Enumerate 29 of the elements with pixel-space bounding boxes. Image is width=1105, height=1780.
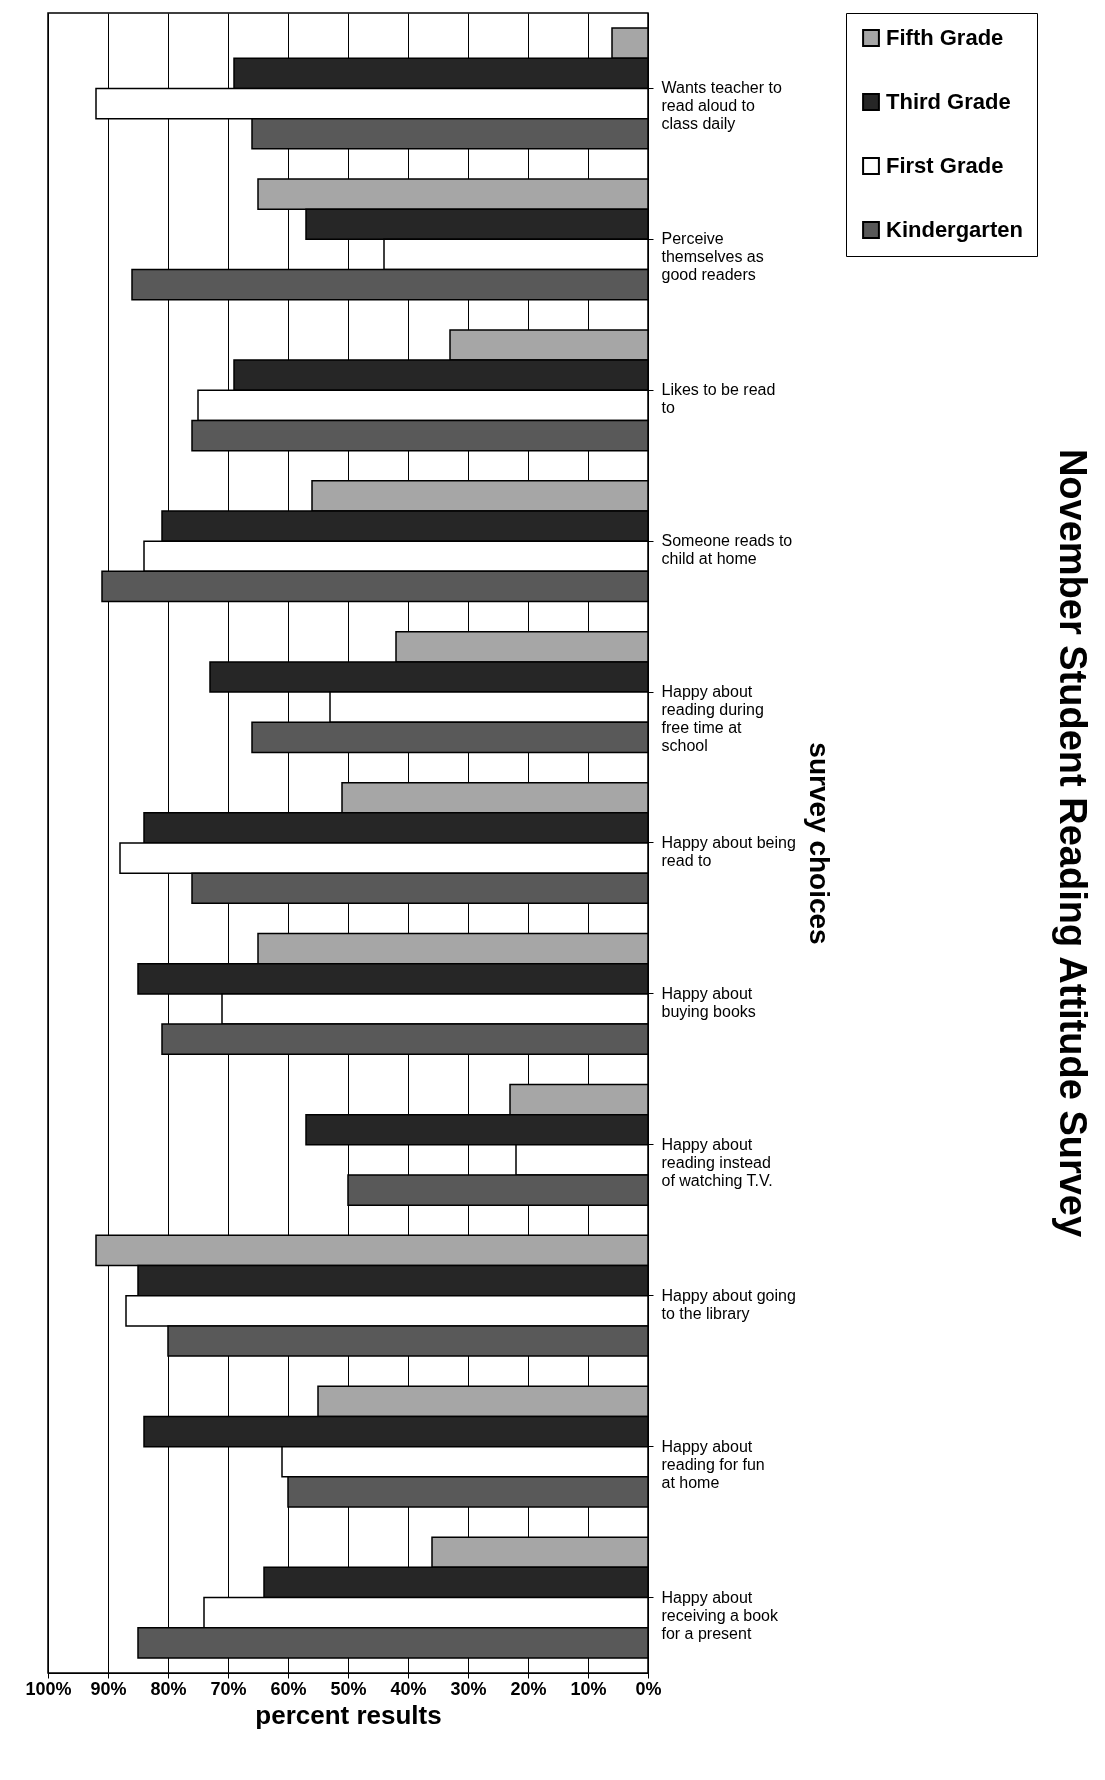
y-tick-label: Perceive themselves as good readers [661,230,764,284]
y-tick-label: Happy about reading instead of watching T.V. [661,1135,773,1189]
x-tick-label: 50% [330,1678,367,1699]
y-tick-label: Happy about reading for fun at home [661,1437,765,1491]
legend-label: Fifth Grade [886,25,1004,50]
y-tick-label: Happy about going to the library [661,1286,796,1322]
legend-label: Third Grade [886,89,1011,114]
x-tick-label: 70% [210,1678,247,1699]
x-tick-label: 100% [25,1678,72,1699]
x-tick-label: 90% [90,1678,127,1699]
x-tick-label: 60% [270,1678,307,1699]
y-tick-label: Likes to be read to [661,381,776,417]
x-tick-label: 80% [150,1678,187,1699]
legend-label: Kindergarten [886,217,1023,242]
x-axis-title: percent results [255,1699,442,1730]
y-tick-label: Happy about reading during free time at school [661,683,764,755]
y-tick-label: Someone reads to child at home [661,532,793,568]
y-tick-label: Happy about being read to [661,834,796,869]
y-axis-title: survey choices [803,742,835,945]
x-tick-label: 30% [450,1678,487,1699]
y-tick-label: Happy about buying books [661,984,756,1020]
y-tick-label: Happy about receiving a book for a present [661,1588,780,1642]
x-tick-label: 40% [390,1678,427,1699]
y-tick-label: Wants teacher to read aloud to class daily [661,79,782,133]
x-tick-label: 10% [570,1678,607,1699]
x-tick-label: 20% [510,1678,547,1699]
legend-label: First Grade [886,153,1004,178]
x-tick-label: 0% [635,1678,662,1699]
text: November Student Reading Attitude Survey [1051,448,1094,1238]
